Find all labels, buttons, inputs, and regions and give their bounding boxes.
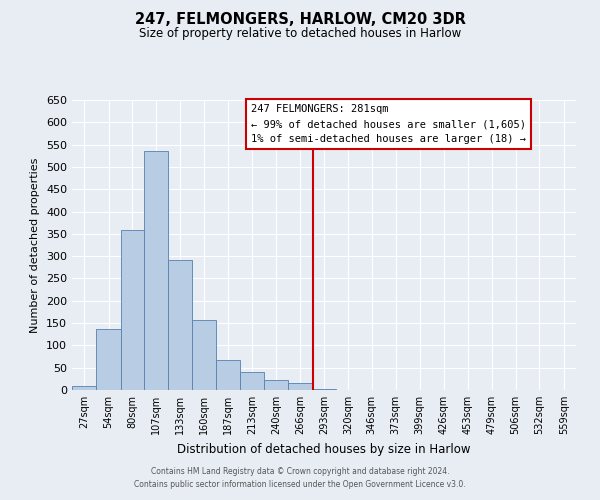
Bar [312, 389, 336, 390]
Bar [72, 386, 97, 390]
Text: Size of property relative to detached houses in Harlow: Size of property relative to detached ho… [139, 28, 461, 40]
Bar [216, 360, 239, 390]
Text: Contains public sector information licensed under the Open Government Licence v3: Contains public sector information licen… [134, 480, 466, 489]
Bar [264, 380, 289, 390]
Text: Contains HM Land Registry data © Crown copyright and database right 2024.: Contains HM Land Registry data © Crown c… [151, 467, 449, 476]
Bar [192, 320, 216, 390]
Text: 247 FELMONGERS: 281sqm
← 99% of detached houses are smaller (1,605)
1% of semi-d: 247 FELMONGERS: 281sqm ← 99% of detached… [251, 104, 526, 144]
X-axis label: Distribution of detached houses by size in Harlow: Distribution of detached houses by size … [177, 442, 471, 456]
Y-axis label: Number of detached properties: Number of detached properties [31, 158, 40, 332]
Bar [289, 384, 312, 390]
Bar [121, 230, 144, 390]
Bar [239, 372, 264, 390]
Text: 247, FELMONGERS, HARLOW, CM20 3DR: 247, FELMONGERS, HARLOW, CM20 3DR [134, 12, 466, 28]
Bar [169, 260, 192, 390]
Bar [144, 152, 169, 390]
Bar [97, 330, 121, 390]
